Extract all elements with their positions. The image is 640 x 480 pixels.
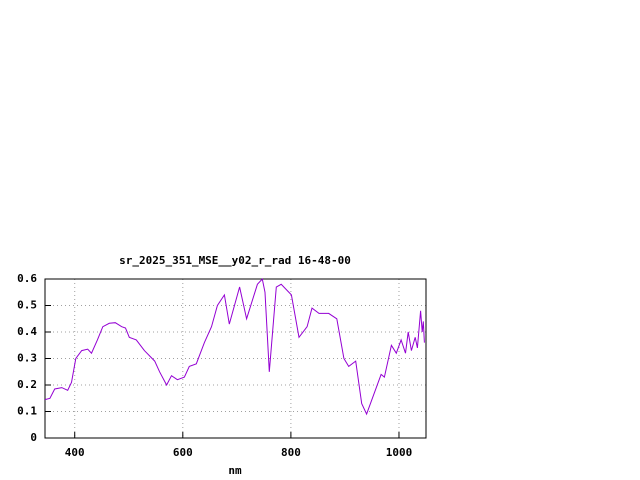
chart-title: sr_2025_351_MSE__y02_r_rad 16-48-00 xyxy=(119,254,351,267)
y-tick-label: 0.4 xyxy=(17,325,37,338)
y-tick-label: 0.1 xyxy=(17,405,37,418)
y-tick-label: 0 xyxy=(30,431,37,444)
y-tick-label: 0.2 xyxy=(17,378,37,391)
y-tick-label: 0.6 xyxy=(17,272,37,285)
y-tick-label: 0.5 xyxy=(17,299,37,312)
plot-border xyxy=(44,278,427,439)
x-tick-label: 1000 xyxy=(386,446,413,459)
x-tick-label: 400 xyxy=(65,446,85,459)
x-tick-label: 800 xyxy=(281,446,301,459)
x-axis-label: nm xyxy=(228,464,242,477)
y-tick-label: 0.3 xyxy=(17,352,37,365)
x-tick-label: 600 xyxy=(173,446,193,459)
data-line xyxy=(44,277,425,416)
